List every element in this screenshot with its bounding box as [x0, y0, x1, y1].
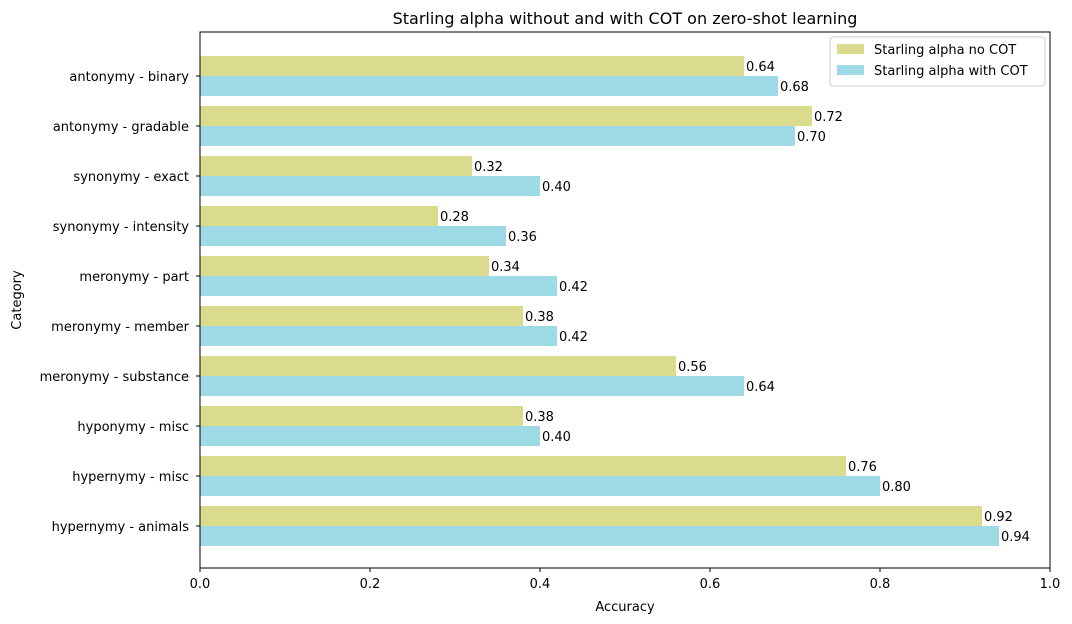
bar-value-label: 0.68: [780, 80, 809, 95]
legend-swatch: [837, 65, 864, 75]
x-tick-label: 1.0: [1040, 577, 1061, 592]
bar-value-label: 0.56: [678, 360, 707, 375]
bar-value-label: 0.92: [984, 510, 1013, 525]
bar-value-label: 0.28: [440, 210, 469, 225]
bar-no-cot: [200, 456, 846, 476]
y-tick-label: antonymy - gradable: [53, 120, 189, 135]
legend-swatch: [837, 44, 864, 54]
bar-value-label: 0.36: [508, 230, 537, 245]
y-tick-label: hyponymy - misc: [77, 420, 189, 435]
bar-with-cot: [200, 376, 744, 396]
bar-no-cot: [200, 406, 523, 426]
bar-with-cot: [200, 176, 540, 196]
bar-value-label: 0.76: [848, 460, 877, 475]
bar-value-label: 0.38: [525, 410, 554, 425]
legend-box: [829, 36, 1046, 87]
bar-value-label: 0.40: [542, 180, 571, 195]
y-tick-label: meronymy - substance: [40, 370, 189, 385]
value-labels-group: 0.64 0.68 0.72 0.70 0.32 0.40 0.28 0.36 0.34 0.42…: [440, 60, 1030, 545]
y-tick-label: synonymy - exact: [73, 170, 189, 185]
bar-value-label: 0.64: [746, 60, 775, 75]
bars-group: [200, 56, 999, 546]
chart-title: Starling alpha without and with COT on z…: [393, 9, 858, 28]
y-axis-label: Category: [10, 270, 25, 330]
bar-value-label: 0.64: [746, 380, 775, 395]
bar-value-label: 0.42: [559, 330, 588, 345]
legend-label: Starling alpha no COT: [874, 43, 1016, 58]
bar-value-label: 0.38: [525, 310, 554, 325]
x-tick-label: 0.6: [700, 577, 721, 592]
y-tick-label: meronymy - part: [79, 270, 189, 285]
bar-value-label: 0.42: [559, 280, 588, 295]
y-tick-label: meronymy - member: [51, 320, 189, 335]
bar-no-cot: [200, 206, 438, 226]
x-axis-label: Accuracy: [595, 600, 655, 615]
bar-with-cot: [200, 326, 557, 346]
bar-value-label: 0.72: [814, 110, 843, 125]
bar-no-cot: [200, 356, 676, 376]
plot-frame: [199, 31, 1051, 569]
bar-with-cot: [200, 76, 778, 96]
bar-value-label: 0.94: [1001, 530, 1030, 545]
bar-with-cot: [200, 226, 506, 246]
bar-no-cot: [200, 256, 489, 276]
legend-label: Starling alpha with COT: [874, 64, 1028, 79]
bar-value-label: 0.70: [797, 130, 826, 145]
y-tick-label: antonymy - binary: [69, 70, 189, 85]
x-tick-label: 0.8: [870, 577, 891, 592]
bar-value-label: 0.80: [882, 480, 911, 495]
y-tick-label: hypernymy - misc: [72, 470, 189, 485]
y-tick-label: hypernymy - animals: [52, 520, 190, 535]
bar-no-cot: [200, 56, 744, 76]
bar-no-cot: [200, 106, 812, 126]
bar-with-cot: [200, 526, 999, 546]
y-tick-label: synonymy - intensity: [53, 220, 190, 235]
x-tick-label: 0.0: [190, 577, 211, 592]
bar-with-cot: [200, 476, 880, 496]
bar-no-cot: [200, 156, 472, 176]
x-tick-label: 0.4: [530, 577, 551, 592]
bar-no-cot: [200, 306, 523, 326]
bar-value-label: 0.32: [474, 160, 503, 175]
bar-value-label: 0.34: [491, 260, 520, 275]
bar-no-cot: [200, 506, 982, 526]
legend: Starling alpha no COT Starling alpha with…: [829, 36, 1046, 87]
bar-with-cot: [200, 276, 557, 296]
bar-value-label: 0.40: [542, 430, 571, 445]
y-axis-ticks: antonymy - binary antonymy - gradable syno…: [40, 70, 200, 535]
x-tick-label: 0.2: [360, 577, 381, 592]
bar-with-cot: [200, 426, 540, 446]
x-axis-ticks: 0.0 0.2 0.4 0.6 0.8 1.0: [190, 568, 1061, 592]
bar-with-cot: [200, 126, 795, 146]
